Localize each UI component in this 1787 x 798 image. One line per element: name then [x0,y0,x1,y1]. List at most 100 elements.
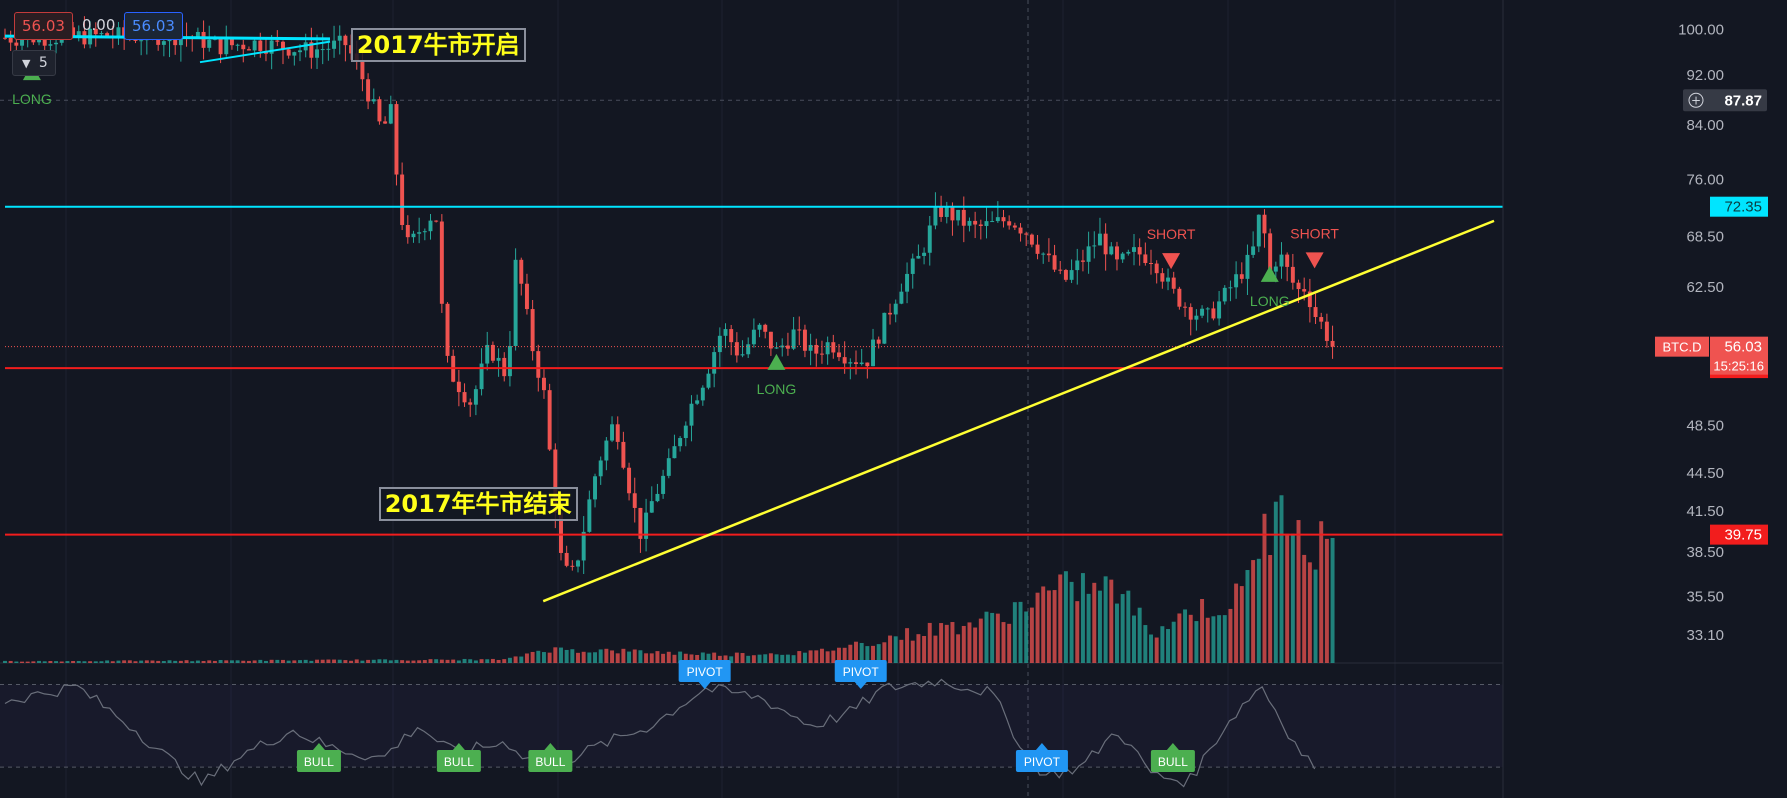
candle-body [434,220,439,222]
volume-bar [1228,608,1233,663]
candle-body [689,403,694,426]
candle-body [905,273,910,292]
oscillator-band [0,684,1710,768]
volume-bar [746,655,751,663]
volume-bar [507,657,512,663]
volume-bar [42,661,47,663]
volume-bar [150,660,155,663]
indicator-toggle[interactable]: ▼ 5 [12,50,56,76]
volume-bar [644,653,649,663]
volume-bar [1069,581,1074,663]
volume-bar [178,660,183,663]
candle-body [854,362,858,365]
volume-bar [1132,615,1136,663]
candle-body [916,255,921,259]
volume-bar [524,653,529,663]
candle-body [1245,254,1250,279]
volume-bar [303,659,308,663]
volume-bar [269,659,274,663]
candle-body [587,499,592,532]
candle-body [428,220,433,232]
candle-body [876,339,881,344]
level-label: 39.75 [1724,527,1762,544]
volume-bar [337,659,342,663]
volume-bar [1234,583,1239,663]
candle-body [615,424,620,442]
annotation-bull-start[interactable]: 2017牛市开启 [350,28,526,63]
change-value: 0.00 [82,16,116,34]
volume-bar [1211,616,1216,663]
candle-body [20,39,24,46]
candle-body [678,438,683,447]
volume-bar [819,648,824,663]
volume-bar [54,661,59,663]
candle-body [723,329,728,336]
candle-body [791,329,796,349]
candle-body [990,221,995,223]
candle-body [360,61,365,80]
candle-body [1029,234,1034,245]
candle-body [394,104,399,175]
candle-body [1154,263,1159,274]
volume-bar [65,661,70,663]
volume-bar [99,661,104,663]
candle-body [610,424,615,441]
volume-bar [848,644,853,663]
volume-bar [88,661,93,663]
volume-bar [1092,582,1097,663]
candle-body [14,42,19,46]
volume-bar [445,659,450,663]
candle-body [343,35,348,46]
volume-bar [513,656,518,663]
candle-body [507,345,512,377]
candle-body [377,99,382,122]
bull-label-bg [528,750,573,772]
volume-bar [1103,576,1108,663]
volume-bar [706,653,711,663]
horizontal-levels[interactable] [5,205,1710,536]
volume-bar [1109,579,1114,663]
candle-body [819,353,824,355]
price-tick-label: 100.00 [1678,21,1724,38]
candle-body [644,512,649,539]
volume-bar [1114,603,1119,663]
candle-body [1160,273,1165,282]
pointer-icon [854,682,867,689]
volume-bar [127,660,132,663]
volume-bar [1273,501,1278,663]
candle-body [1228,287,1233,289]
candle-body [734,342,739,356]
candle-body [332,40,337,49]
candle-body [933,206,938,226]
volume-bar [1188,614,1193,663]
volume-bar [224,660,229,663]
volume-bar [649,653,654,663]
volume-bar [791,655,796,663]
candle-body [1171,277,1176,289]
candle-body [1183,306,1188,308]
channel-line [199,40,331,64]
volume-bar [530,651,535,663]
volume-bar [961,625,966,663]
pivot-label-text: PIVOT [1024,755,1061,769]
pivot-label-bg [834,660,887,682]
volume-bar [576,652,580,663]
candle-body [246,49,251,51]
candle-body [207,39,212,48]
candle-body [1222,287,1227,302]
candle-body [1120,253,1125,260]
price-axis[interactable]: 100.00 92.00 84.00 76.00 68.50 62.50 48.50 44.5… [1502,0,1787,798]
volume-bar [967,622,972,663]
long-label: LONG [12,91,52,107]
volume-bar [899,639,904,663]
candle-body [888,312,893,315]
volume-bars [3,495,1335,663]
candle-body [1126,251,1131,254]
candle-body [1166,277,1171,282]
candle-body [797,329,802,331]
volume-bar [235,660,240,663]
bull-label-bg [296,750,341,772]
annotation-bull-end[interactable]: 2017年牛市结束 [378,486,578,521]
volume-bar [854,641,858,663]
